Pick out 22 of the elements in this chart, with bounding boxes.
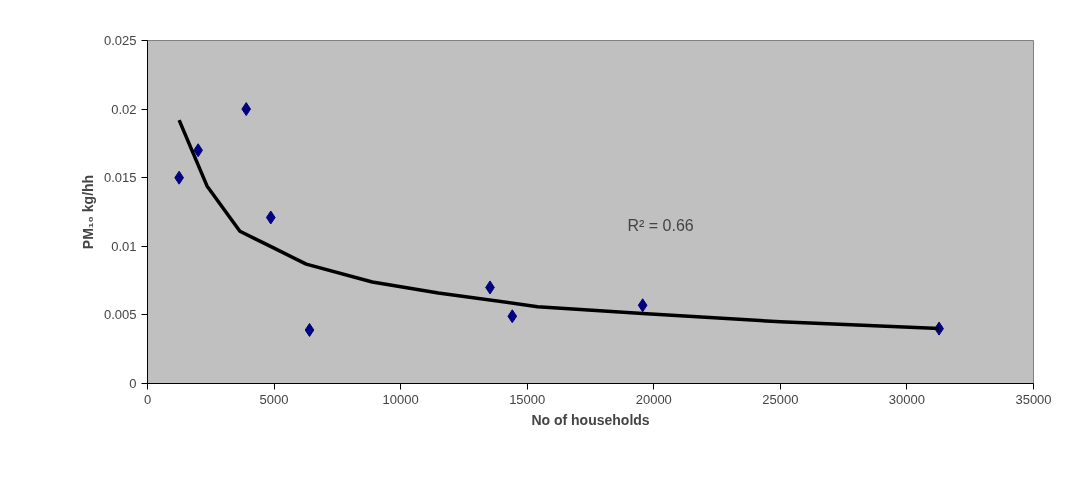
y-tick-label: 0.025: [103, 33, 137, 48]
x-tick-label: 20000: [635, 391, 672, 407]
y-tick-label: 0: [129, 376, 137, 391]
point: [637, 298, 648, 313]
x-axis-title: No of households: [531, 411, 650, 428]
y-tick-label: 0.015: [103, 170, 137, 186]
point: [241, 102, 252, 117]
point: [304, 322, 315, 337]
point: [265, 210, 276, 225]
x-tick-label: 5000: [259, 391, 289, 407]
x-tick-label: 35000: [1015, 391, 1052, 407]
y-axis-title: PM₁₀ kg/hh: [79, 174, 96, 250]
point: [507, 309, 518, 324]
x-tick-label: 10000: [382, 391, 419, 407]
x-tick-label: 25000: [762, 391, 799, 407]
x-tick-label: 30000: [888, 391, 926, 407]
x-tick-label: 15000: [509, 391, 546, 407]
annotation: R² = 0.66: [627, 216, 694, 234]
x-tick-label: 0: [143, 391, 152, 407]
y-tick-label: 0.01: [111, 238, 137, 254]
y-tick-label: 0.02: [111, 101, 137, 117]
y-tick-label: 0.005: [103, 307, 137, 323]
